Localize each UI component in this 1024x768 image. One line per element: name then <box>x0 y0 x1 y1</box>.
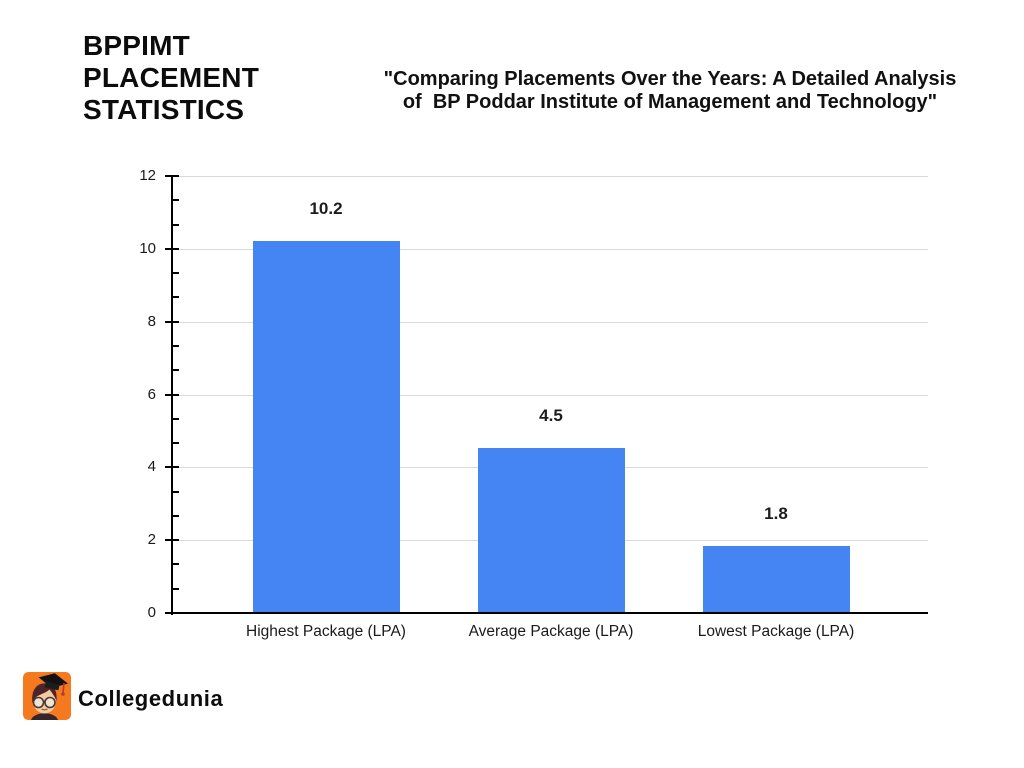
chart-subtitle-line: of BP Poddar Institute of Management and… <box>402 91 938 113</box>
category-label: Average Package (LPA) <box>468 623 634 640</box>
page-title-line: BPPIMT <box>83 30 190 61</box>
y-minor-tick <box>171 224 179 226</box>
y-tick-label: 8 <box>147 313 156 330</box>
collegedunia-logo-icon <box>23 672 71 720</box>
category-label: Highest Package (LPA) <box>246 623 406 640</box>
y-minor-tick <box>171 515 179 517</box>
y-minor-tick <box>171 563 179 565</box>
bar-value-label: 10.2 <box>309 199 343 218</box>
gridline <box>172 395 928 396</box>
y-minor-tick <box>171 491 179 493</box>
y-minor-tick <box>171 272 179 274</box>
y-minor-tick <box>171 345 179 347</box>
y-minor-tick <box>171 199 179 201</box>
y-tick-label: 0 <box>147 604 156 621</box>
x-axis-line <box>171 612 928 614</box>
bar <box>702 546 850 612</box>
y-tick-label: 4 <box>147 458 156 475</box>
brand-name: Collegedunia <box>78 686 224 711</box>
category-label: Lowest Package (LPA) <box>697 623 855 640</box>
y-axis-line <box>171 175 173 615</box>
y-minor-tick <box>171 296 179 298</box>
gridline <box>172 322 928 323</box>
graduate-boy-icon <box>23 672 71 720</box>
y-minor-tick <box>171 442 179 444</box>
y-minor-tick <box>171 418 179 420</box>
bar-value-label: 4.5 <box>539 406 563 425</box>
bar <box>252 241 400 612</box>
chart-subtitle: "Comparing Placements Over the Years: A … <box>315 68 1024 114</box>
y-tick-label: 2 <box>147 531 156 548</box>
y-tick-label: 10 <box>139 240 156 257</box>
gridline <box>172 249 928 250</box>
y-tick-label: 6 <box>147 386 156 403</box>
y-minor-tick <box>171 588 179 590</box>
y-tick-label: 12 <box>139 167 156 184</box>
bar-value-label: 1.8 <box>764 504 788 523</box>
gridline <box>172 176 928 177</box>
page-title-line: STATISTICS <box>83 94 245 125</box>
y-minor-tick <box>171 369 179 371</box>
bar <box>477 448 625 612</box>
chart-subtitle-line: "Comparing Placements Over the Years: A … <box>383 68 957 90</box>
page-title: BPPIMT PLACEMENT STATISTICS <box>83 30 259 126</box>
page-title-line: PLACEMENT <box>83 62 260 93</box>
